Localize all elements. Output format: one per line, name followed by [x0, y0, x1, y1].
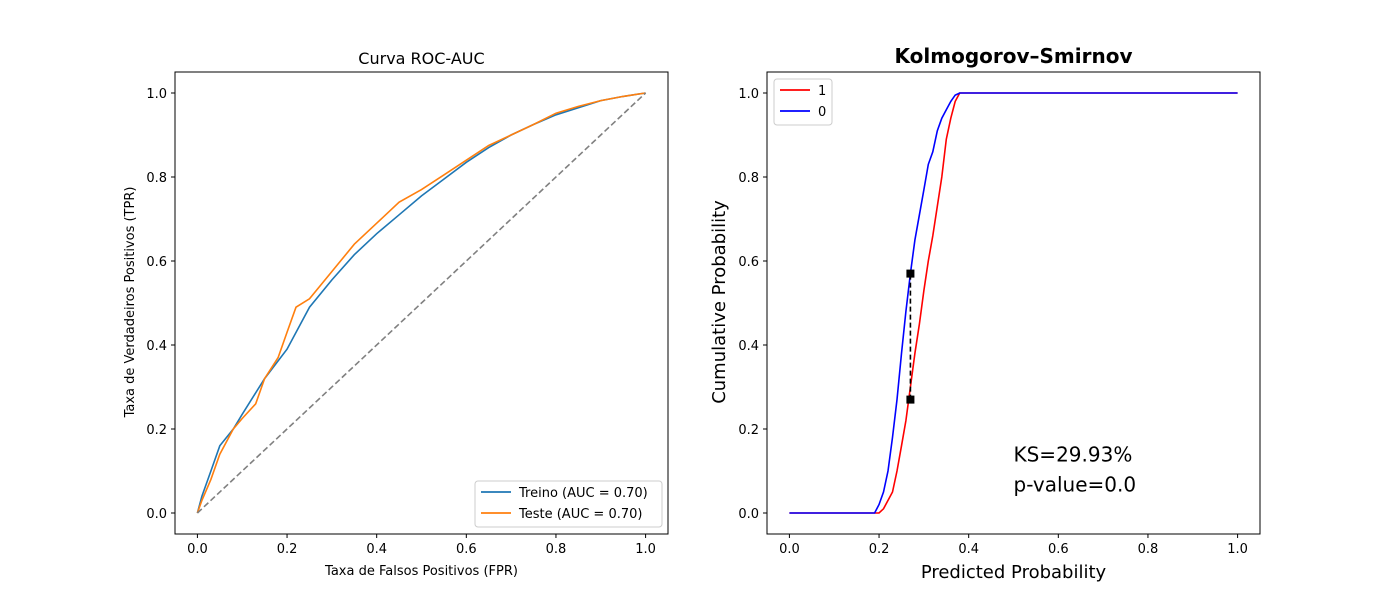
- ks-y-tick-label-0: 0.0: [738, 507, 759, 522]
- ks-x-tick-label-2: 0.4: [958, 542, 979, 557]
- ks-x-tick-label-3: 0.6: [1048, 542, 1069, 557]
- ks-axes-frame: [766, 71, 1261, 535]
- roc-plot-area: 0.0 0.2 0.4 0.6 0.8 1.0 0.0 0.2 0.4 0.6 0.8 1.0 Trei…: [146, 71, 669, 557]
- ks-x-tick-label-1: 0.2: [869, 542, 890, 557]
- roc-series-line-1: [196, 92, 646, 514]
- ks-plot-area: 0.0 0.2 0.4 0.6 0.8 1.00.00.20.40.60.81.0 10: [738, 71, 1261, 557]
- roc-legend-label-1: Teste (AUC = 0.70): [518, 507, 642, 522]
- ks-y-tick-label-2: 0.4: [738, 339, 759, 354]
- roc-y-tick-label-3: 0.6: [146, 255, 167, 270]
- roc-chart: Curva ROC-AUC 0.0 0.2 0.4 0.6 0.8 1.00.00.20.…: [123, 49, 669, 579]
- ks-x-tick-label-5: 1.0: [1227, 542, 1248, 557]
- ks-statistic-annotation: KS=29.93%: [1014, 443, 1133, 467]
- roc-chart-title: Curva ROC-AUC: [358, 49, 484, 68]
- ks-legend-label-0: 1: [818, 84, 826, 99]
- ks-y-tick-label-5: 1.0: [738, 87, 759, 102]
- roc-x-axis-label: Taxa de Falsos Positivos (FPR): [324, 564, 518, 579]
- ks-ks-marker-1: [906, 269, 915, 278]
- ks-y-tick-label-1: 0.2: [738, 423, 759, 438]
- roc-x-tick-label-1: 0.2: [277, 542, 298, 557]
- roc-x-tick-label-4: 0.8: [546, 542, 567, 557]
- roc-legend-box: [474, 480, 663, 528]
- roc-y-tick-label-2: 0.4: [146, 339, 167, 354]
- ks-series-line-0: [789, 92, 1238, 514]
- ks-legend-label-1: 0: [818, 105, 826, 120]
- ks-x-tick-label-0: 0.0: [779, 542, 800, 557]
- roc-y-axis-label: Taxa de Verdadeiros Positivos (TPR): [123, 187, 138, 419]
- ks-y-tick-label-3: 0.6: [738, 255, 759, 270]
- ks-legend: 10: [773, 78, 833, 126]
- ks-pvalue-annotation: p-value=0.0: [1014, 473, 1137, 497]
- roc-legend-label-0: Treino (AUC = 0.70): [518, 486, 648, 501]
- ks-y-axis-label: Cumulative Probability: [709, 200, 730, 404]
- roc-y-tick-label-0: 0.0: [146, 507, 167, 522]
- ks-chart-title: Kolmogorov–Smirnov: [895, 44, 1133, 68]
- roc-y-tick-label-4: 0.8: [146, 171, 167, 186]
- roc-legend: Treino (AUC = 0.70) Teste (AUC = 0.70): [474, 480, 663, 528]
- roc-y-tick-label-5: 1.0: [146, 87, 167, 102]
- roc-x-tick-label-5: 1.0: [635, 542, 656, 557]
- ks-x-axis-label: Predicted Probability: [921, 562, 1107, 583]
- ks-chart: Kolmogorov–Smirnov 0.0 0.2 0.4 0.6 0.8 1.0 0.0…: [709, 44, 1261, 583]
- roc-series-line-2: [196, 92, 647, 514]
- ks-y-tick-label-4: 0.8: [738, 171, 759, 186]
- ks-series-line-1: [789, 92, 1238, 514]
- roc-x-tick-label-2: 0.4: [366, 542, 387, 557]
- roc-x-tick-label-3: 0.6: [456, 542, 477, 557]
- ks-x-tick-label-4: 0.8: [1138, 542, 1159, 557]
- roc-axes-frame: [174, 71, 669, 535]
- roc-y-tick-label-1: 0.2: [146, 423, 167, 438]
- roc-x-tick-label-0: 0.0: [187, 542, 208, 557]
- ks-ks-marker-0: [906, 395, 915, 404]
